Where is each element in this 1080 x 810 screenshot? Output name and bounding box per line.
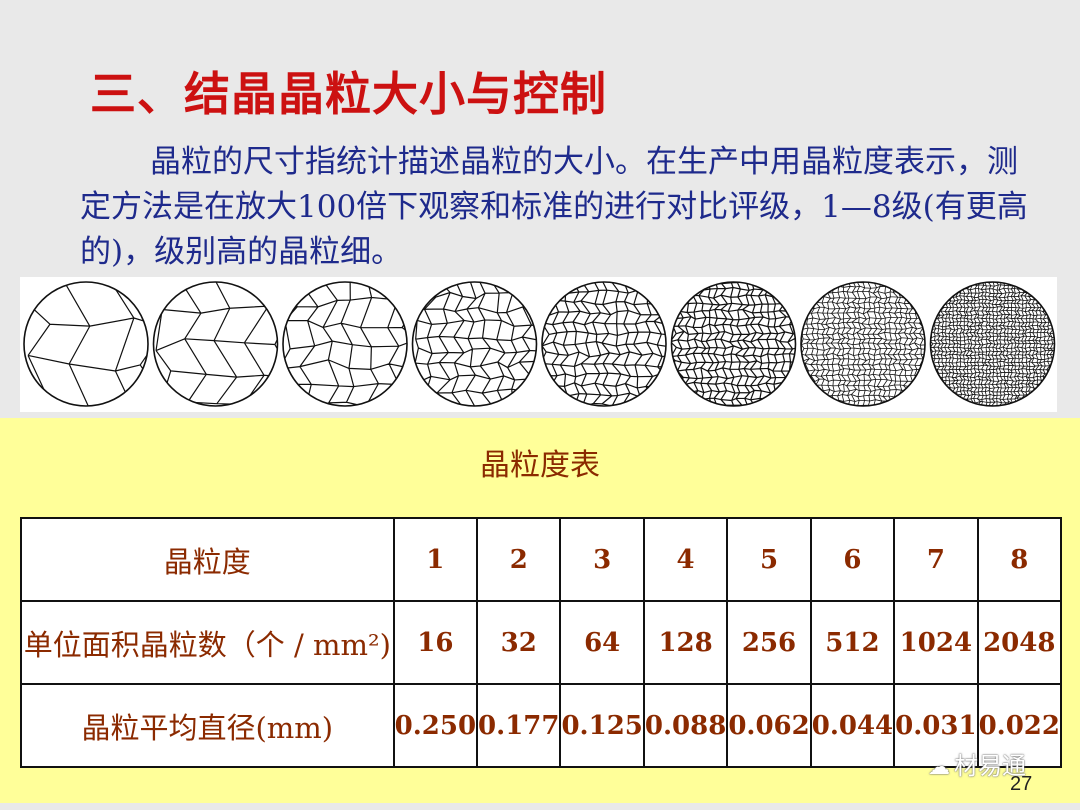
slide-paragraph: 晶粒的尺寸指统计描述晶粒的大小。在生产中用晶粒度表示，测定方法是在放大100倍下…	[80, 140, 1040, 275]
table-cell: 1024	[893, 600, 979, 685]
page-number: 27	[1010, 773, 1033, 795]
table-cell: 1	[392, 517, 479, 602]
paragraph-text: 晶粒的尺寸指统计描述晶粒的大小。在生产中用晶粒度表示，测定方法是在放大100倍下…	[80, 144, 1028, 270]
wechat-icon: ☁	[928, 755, 950, 780]
table-cell: 3	[559, 517, 645, 602]
table-row: 晶粒平均直径(mm) 0.250 0.177 0.125 0.088 0.062 0.044…	[20, 683, 1063, 768]
grain-circle-grade-2	[152, 281, 279, 407]
table-cell: 512	[809, 600, 896, 685]
table-cell: 2048	[976, 600, 1063, 685]
table-cell: 16	[392, 600, 479, 685]
row-header: 晶粒度	[20, 517, 395, 602]
table-cell: 2	[476, 517, 562, 602]
table-cell: 0.044	[809, 683, 896, 768]
table-cell: 0.088	[642, 683, 729, 768]
table-cell: 0.062	[726, 683, 812, 768]
grain-circle-grade-5	[541, 281, 667, 407]
table-cell: 0.031	[893, 683, 979, 768]
grain-circle-grade-4	[411, 281, 538, 407]
grain-size-images	[20, 277, 1057, 412]
watermark-text: 材易通	[954, 752, 1026, 780]
grain-circle-grade-7	[800, 281, 926, 407]
table-cell: 7	[893, 517, 979, 602]
table-cell: 6	[809, 517, 896, 602]
table-cell: 256	[726, 600, 812, 685]
grain-circle-grade-6	[670, 281, 797, 407]
table-cell: 5	[726, 517, 812, 602]
table-cell: 0.177	[476, 683, 562, 768]
table-cell: 4	[642, 517, 729, 602]
row-header: 单位面积晶粒数（个 / mm²)	[20, 600, 395, 685]
table-cell: 0.125	[559, 683, 645, 768]
table-row: 单位面积晶粒数（个 / mm²) 16 32 64 128 256 512 1024 2048	[20, 600, 1063, 685]
row-header: 晶粒平均直径(mm)	[20, 683, 395, 768]
grain-circle-grade-3	[282, 281, 408, 407]
table-cell: 0.022	[976, 683, 1063, 768]
grain-circle-grade-8	[929, 281, 1056, 407]
watermark: ☁ 材易通	[928, 746, 1026, 781]
table-title: 晶粒度表	[480, 448, 600, 483]
table-cell: 64	[559, 600, 645, 685]
grain-size-table: 晶粒度 1 2 3 4 5 6 7 8 单位面积晶粒数（个 / mm²) 16 32 64 128 256 5…	[20, 517, 1063, 768]
slide-title: 三、结晶晶粒大小与控制	[90, 67, 607, 121]
table-row: 晶粒度 1 2 3 4 5 6 7 8	[20, 517, 1063, 602]
table-cell: 0.250	[392, 683, 479, 768]
table-cell: 128	[642, 600, 729, 685]
table-cell: 32	[476, 600, 562, 685]
grain-circle-grade-1	[23, 281, 149, 407]
table-cell: 8	[976, 517, 1063, 602]
